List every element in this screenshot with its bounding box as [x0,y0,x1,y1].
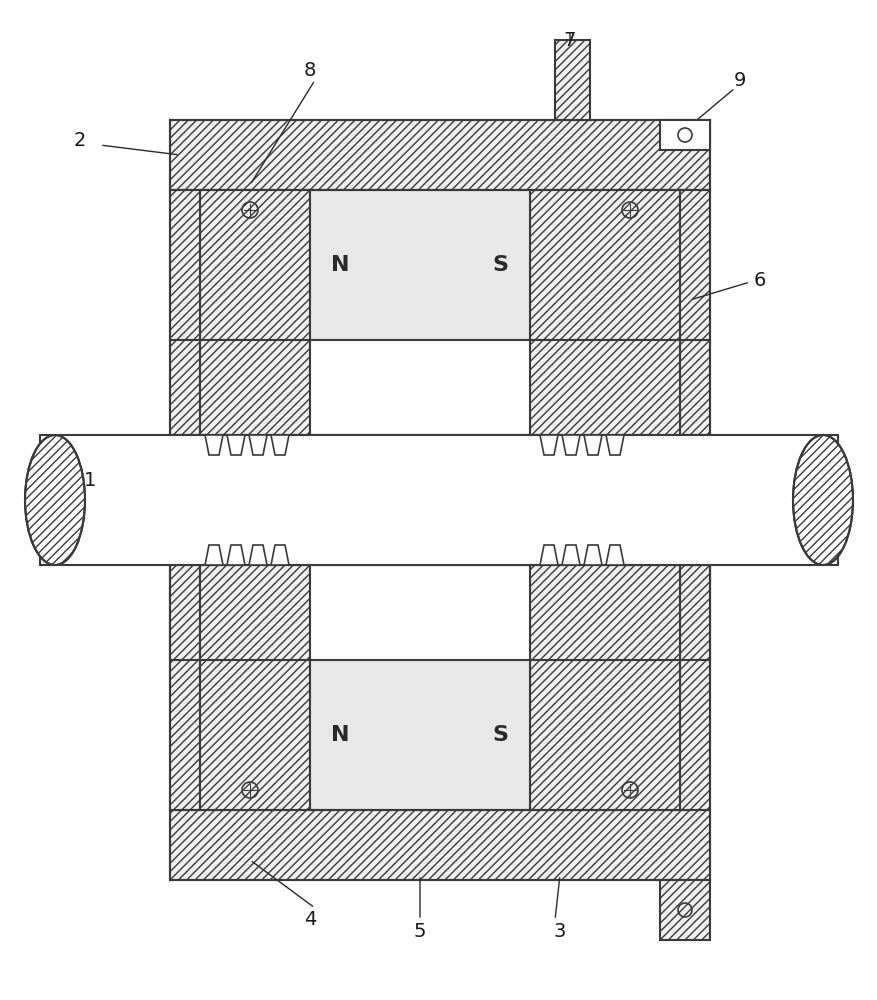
Bar [679,340,709,435]
Bar [310,565,530,660]
Text: S: S [491,725,508,745]
Text: 7: 7 [563,31,575,50]
Text: 8: 8 [303,61,316,80]
Polygon shape [271,545,289,565]
Polygon shape [583,545,602,565]
Polygon shape [227,545,245,565]
Bar [170,190,200,340]
Bar [530,340,679,435]
Polygon shape [561,435,580,455]
Polygon shape [561,545,580,565]
Bar [170,340,200,435]
Polygon shape [605,545,624,565]
Polygon shape [583,435,602,455]
Text: 9: 9 [733,71,745,90]
Polygon shape [249,435,267,455]
Text: 5: 5 [413,922,425,941]
Polygon shape [204,545,223,565]
Bar [200,565,310,660]
Bar [170,565,200,660]
Bar [170,565,200,810]
Bar [200,340,310,435]
Polygon shape [539,435,558,455]
Polygon shape [204,435,223,455]
Polygon shape [271,435,289,455]
Text: N: N [331,725,349,745]
Polygon shape [605,435,624,455]
Ellipse shape [25,435,85,565]
Bar [310,190,530,340]
Bar [310,660,530,810]
Polygon shape [227,435,245,455]
Bar [40,435,837,565]
Bar [530,565,679,660]
Text: 4: 4 [303,910,316,929]
Ellipse shape [792,435,852,565]
Bar [530,660,679,810]
Bar [170,120,709,190]
Text: N: N [331,255,349,275]
Bar [679,190,709,340]
Bar [679,565,709,660]
Text: 1: 1 [83,471,96,489]
Bar [660,120,709,150]
Bar [679,565,709,810]
Text: 3: 3 [553,922,566,941]
Polygon shape [539,545,558,565]
Bar [530,190,679,340]
Bar [660,880,709,940]
Text: S: S [491,255,508,275]
Bar [170,810,709,880]
Bar [554,40,589,120]
Bar [200,190,310,340]
Text: 2: 2 [74,131,86,150]
Bar [310,340,530,435]
Text: 6: 6 [753,270,766,290]
Polygon shape [249,545,267,565]
Bar [200,660,310,810]
